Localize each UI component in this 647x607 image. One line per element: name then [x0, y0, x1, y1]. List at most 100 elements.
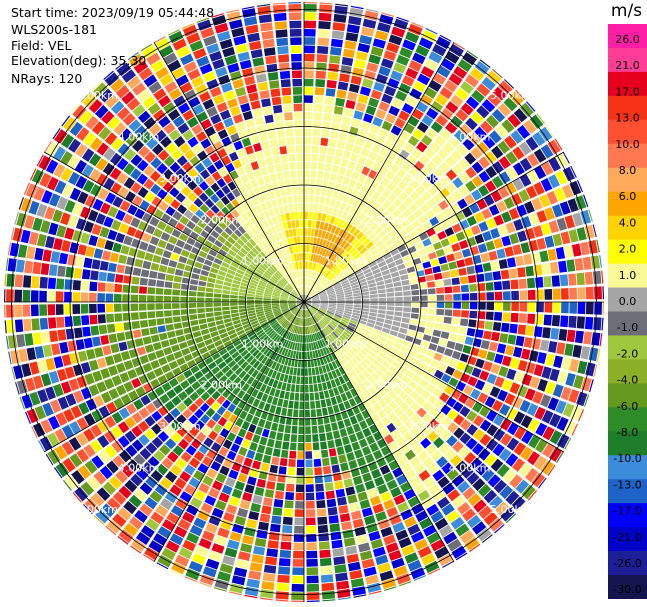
- velocity-bin: [173, 384, 184, 395]
- velocity-bin: [97, 314, 106, 324]
- velocity-bin: [318, 204, 324, 213]
- velocity-bin: [320, 319, 327, 326]
- velocity-bin: [327, 242, 334, 250]
- velocity-bin: [319, 433, 326, 442]
- velocity-bin: [547, 139, 561, 155]
- velocity-bin: [306, 567, 319, 576]
- velocity-bin: [278, 222, 284, 231]
- velocity-bin: [118, 254, 128, 264]
- velocity-bin: [234, 435, 244, 446]
- velocity-bin: [49, 193, 61, 207]
- velocity-bin: [323, 222, 329, 231]
- velocity-bin: [381, 120, 393, 132]
- velocity-bin: [26, 347, 37, 361]
- velocity-bin: [223, 257, 232, 265]
- velocity-bin: [519, 399, 531, 413]
- velocity-bin: [476, 141, 489, 155]
- velocity-bin: [232, 219, 241, 228]
- velocity-bin: [182, 408, 193, 419]
- velocity-bin: [143, 74, 158, 88]
- velocity-bin: [503, 97, 518, 112]
- velocity-bin: [139, 286, 147, 294]
- velocity-bin: [543, 314, 552, 326]
- velocity-bin: [294, 128, 303, 137]
- velocity-bin: [300, 318, 303, 326]
- velocity-bin: [186, 220, 196, 230]
- velocity-bin: [393, 395, 404, 406]
- velocity-bin: [386, 181, 397, 192]
- velocity-bin: [411, 289, 420, 296]
- velocity-bin: [182, 109, 195, 121]
- velocity-bin: [385, 283, 394, 289]
- velocity-bin: [344, 444, 353, 454]
- velocity-bin: [486, 302, 495, 311]
- velocity-bin: [523, 119, 537, 134]
- velocity-bin: [435, 280, 444, 287]
- velocity-bin: [306, 318, 309, 326]
- velocity-bin: [98, 324, 108, 335]
- velocity-bin: [461, 293, 470, 301]
- velocity-bin: [363, 329, 372, 335]
- velocity-bin: [155, 303, 164, 310]
- velocity-bin: [93, 248, 104, 259]
- velocity-bin: [453, 293, 461, 301]
- velocity-bin: [462, 487, 476, 500]
- velocity-bin: [323, 415, 330, 424]
- velocity-bin: [365, 105, 377, 116]
- velocity-bin: [494, 312, 503, 321]
- velocity-bin: [460, 81, 474, 94]
- velocity-bin: [391, 557, 405, 569]
- velocity-bin: [210, 230, 220, 239]
- velocity-bin: [376, 184, 386, 194]
- velocity-bin: [425, 274, 435, 282]
- velocity-bin: [354, 181, 363, 191]
- velocity-bin: [214, 311, 222, 317]
- velocity-bin: [275, 284, 283, 290]
- velocity-bin: [548, 341, 558, 353]
- velocity-bin: [147, 287, 156, 295]
- velocity-bin: [166, 512, 180, 525]
- velocity-bin: [320, 277, 327, 285]
- velocity-bin: [259, 132, 268, 142]
- velocity-bin: [263, 564, 277, 574]
- velocity-bin: [143, 178, 155, 190]
- velocity-bin: [6, 319, 16, 334]
- velocity-bin: [332, 331, 339, 339]
- velocity-bin: [345, 306, 353, 310]
- velocity-bin: [552, 233, 563, 247]
- velocity-bin: [346, 452, 355, 462]
- velocity-bin: [313, 458, 322, 467]
- velocity-bin: [324, 249, 330, 258]
- velocity-bin: [202, 264, 211, 272]
- velocity-bin: [466, 472, 480, 485]
- velocity-bin: [277, 259, 283, 268]
- velocity-bin: [288, 297, 297, 300]
- range-ring-label: 1.00km: [325, 255, 367, 268]
- velocity-bin: [394, 239, 404, 248]
- velocity-bin: [345, 296, 353, 300]
- velocity-bin: [318, 321, 325, 328]
- velocity-bin: [403, 173, 414, 184]
- velocity-bin: [535, 422, 548, 437]
- velocity-bin: [594, 302, 602, 315]
- velocity-bin: [118, 223, 129, 234]
- velocity-bin: [309, 384, 314, 393]
- velocity-bin: [316, 358, 321, 366]
- velocity-bin: [367, 339, 376, 347]
- velocity-bin: [328, 293, 336, 297]
- velocity-bin: [341, 279, 349, 285]
- velocity-bin: [271, 216, 278, 225]
- velocity-bin: [311, 245, 316, 254]
- velocity-bin: [536, 113, 545, 125]
- velocity-bin: [304, 153, 311, 161]
- velocity-bin: [252, 360, 261, 369]
- velocity-bin: [291, 254, 295, 262]
- velocity-bin: [443, 316, 452, 324]
- velocity-bin: [484, 272, 493, 282]
- velocity-bin: [400, 443, 411, 454]
- velocity-bin: [23, 318, 32, 332]
- velocity-bin: [345, 294, 353, 298]
- velocity-bin: [239, 59, 252, 70]
- velocity-bin: [81, 269, 91, 280]
- velocity-bin: [296, 299, 304, 302]
